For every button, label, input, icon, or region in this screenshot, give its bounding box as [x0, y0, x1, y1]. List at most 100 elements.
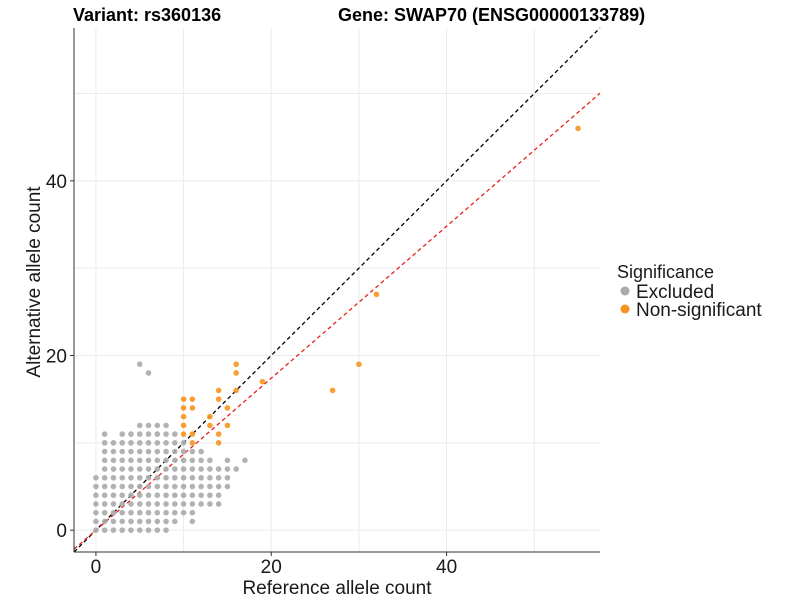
point-excluded	[110, 440, 117, 446]
point-excluded	[145, 518, 152, 525]
point-excluded	[180, 474, 187, 481]
point-excluded	[163, 466, 169, 472]
point-excluded	[145, 431, 152, 437]
point-excluded	[128, 518, 134, 525]
point-excluded	[154, 483, 161, 490]
point-non-significant	[189, 440, 196, 446]
point-excluded	[119, 501, 126, 507]
point-excluded	[163, 448, 169, 455]
point-excluded	[128, 457, 134, 464]
point-excluded	[145, 466, 152, 472]
point-excluded	[224, 474, 231, 481]
point-excluded	[163, 492, 169, 499]
legend-non-significant-marker	[620, 304, 630, 314]
point-non-significant	[224, 405, 231, 411]
point-excluded	[180, 483, 187, 490]
point-excluded	[163, 501, 169, 507]
point-excluded	[224, 466, 231, 472]
point-excluded	[128, 501, 134, 507]
point-excluded	[207, 466, 213, 472]
point-non-significant	[180, 396, 187, 402]
point-excluded	[101, 474, 108, 481]
point-excluded	[110, 527, 117, 533]
point-excluded	[119, 518, 126, 525]
point-excluded	[172, 466, 178, 472]
point-excluded	[215, 474, 222, 481]
point-excluded	[215, 501, 222, 507]
point-non-significant	[189, 431, 196, 437]
point-excluded	[163, 509, 169, 516]
point-non-significant	[215, 431, 222, 437]
point-excluded	[136, 501, 143, 507]
point-non-significant	[233, 370, 239, 376]
point-excluded	[189, 457, 196, 464]
point-excluded	[101, 501, 108, 507]
point-excluded	[189, 501, 196, 507]
point-excluded	[145, 483, 152, 490]
point-excluded	[233, 466, 239, 472]
point-excluded	[189, 483, 196, 490]
point-excluded	[128, 440, 134, 446]
point-excluded	[207, 457, 213, 464]
point-excluded	[215, 492, 222, 499]
point-excluded	[180, 492, 187, 499]
point-excluded	[136, 457, 143, 464]
point-excluded	[93, 527, 99, 533]
point-excluded	[154, 457, 161, 464]
point-excluded	[136, 466, 143, 472]
point-excluded	[198, 492, 204, 499]
point-excluded	[101, 509, 108, 516]
point-excluded	[136, 448, 143, 455]
reference-lines	[73, 27, 601, 553]
point-excluded	[110, 509, 117, 516]
point-excluded	[128, 527, 134, 533]
point-non-significant	[233, 387, 239, 394]
point-excluded	[172, 457, 178, 464]
point-excluded	[110, 466, 117, 472]
point-excluded	[189, 492, 196, 499]
point-excluded	[154, 474, 161, 481]
legend-title: Significance	[617, 262, 714, 282]
point-excluded	[136, 527, 143, 533]
point-excluded	[136, 440, 143, 446]
point-excluded	[207, 492, 213, 499]
y-tick-label: 0	[56, 521, 67, 542]
point-excluded	[163, 440, 169, 446]
point-excluded	[207, 474, 213, 481]
point-non-significant	[329, 387, 336, 394]
point-excluded	[189, 518, 196, 525]
point-excluded	[172, 518, 178, 525]
point-excluded	[163, 422, 169, 429]
point-excluded	[242, 457, 248, 464]
point-excluded	[207, 501, 213, 507]
point-excluded	[154, 501, 161, 507]
point-excluded	[145, 370, 152, 376]
point-non-significant	[356, 361, 362, 368]
axis-ticks: 0 20 40 0 20 40	[46, 172, 457, 578]
point-excluded	[110, 492, 117, 499]
point-excluded	[180, 466, 187, 472]
point-excluded	[110, 457, 117, 464]
point-excluded	[101, 527, 108, 533]
point-excluded	[93, 492, 99, 499]
point-excluded	[119, 492, 126, 499]
point-non-significant	[575, 125, 581, 132]
point-non-significant	[189, 405, 196, 411]
x-tick-label: 40	[436, 557, 457, 578]
variant-title: Variant: rs360136	[73, 5, 221, 25]
gene-title: Gene: SWAP70 (ENSG00000133789)	[338, 5, 645, 25]
point-excluded	[154, 422, 161, 429]
point-excluded	[93, 474, 99, 481]
data-points	[93, 125, 581, 533]
point-excluded	[93, 501, 99, 507]
point-excluded	[136, 509, 143, 516]
point-excluded	[145, 457, 152, 464]
point-excluded	[128, 492, 134, 499]
point-excluded	[136, 474, 143, 481]
point-excluded	[128, 509, 134, 516]
point-excluded	[145, 448, 152, 455]
point-excluded	[189, 509, 196, 516]
point-excluded	[154, 527, 161, 533]
point-excluded	[101, 448, 108, 455]
